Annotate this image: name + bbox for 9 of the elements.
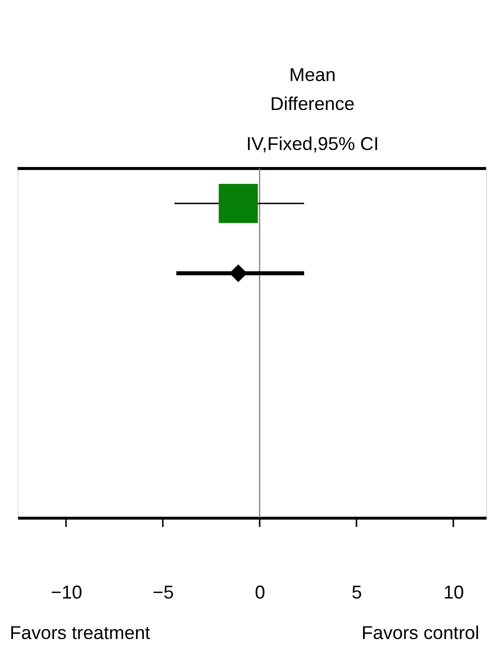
chart-title: Mean Difference bbox=[270, 64, 355, 114]
text: Favors control bbox=[362, 622, 480, 643]
x-tick-label: 5 bbox=[352, 581, 362, 602]
x-tick-label: 0 bbox=[254, 581, 266, 602]
x-tick-label: −10 bbox=[50, 581, 82, 602]
x-tick-label: −5 bbox=[152, 581, 174, 602]
text: Favors treatment bbox=[10, 622, 152, 643]
chart-subtitle: IV,Fixed,95% CI bbox=[246, 133, 379, 154]
x-tick-label: 10 bbox=[443, 581, 464, 602]
